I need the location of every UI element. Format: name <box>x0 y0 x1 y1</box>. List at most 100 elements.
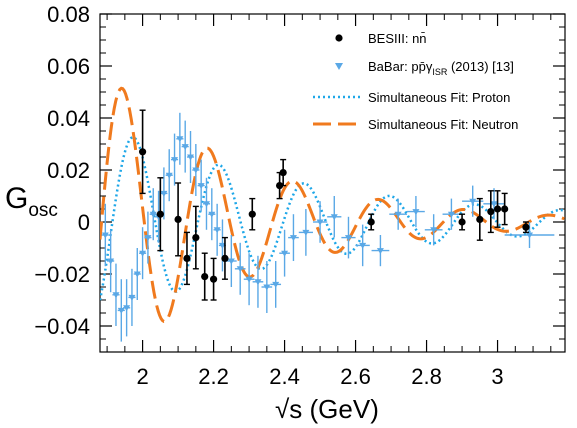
babar-point <box>107 229 115 293</box>
besiii-point <box>221 236 229 280</box>
legend-entry-besiii: BESIII: nn̄ <box>335 31 427 46</box>
babar-marker <box>160 190 168 197</box>
y-tick-label: 0 <box>78 210 90 235</box>
y-tick-label: 0.04 <box>47 106 90 131</box>
babar-point <box>504 222 555 248</box>
legend-label-besiii: BESIII: nn̄ <box>368 31 427 46</box>
babar-marker <box>192 167 200 174</box>
babar-marker <box>107 258 115 265</box>
y-tick-label: 0.02 <box>47 158 90 183</box>
babar-marker <box>430 227 438 234</box>
babar-marker <box>302 229 310 236</box>
legend-entry-neutron-fit: Simultaneous Fit: Neutron <box>313 117 518 132</box>
babar-point <box>243 253 255 306</box>
besiii-marker <box>476 215 484 223</box>
babar-point <box>149 188 157 241</box>
besiii-point <box>174 182 182 257</box>
besiii-point <box>493 190 502 228</box>
besiii-point <box>192 205 200 270</box>
babar-point <box>279 229 290 277</box>
legend-marker-babar <box>335 63 343 70</box>
babar-point <box>234 242 246 295</box>
babar-point <box>186 131 195 183</box>
x-tick-label: 2.2 <box>198 364 229 389</box>
babar-point <box>288 214 299 261</box>
babar-point <box>139 227 147 280</box>
x-tick-label: 2 <box>136 364 148 389</box>
babar-marker <box>117 307 125 314</box>
babar-marker <box>316 219 324 226</box>
babar-point <box>112 263 120 326</box>
babar-point <box>128 268 136 326</box>
besiii-points <box>138 109 530 301</box>
babar-marker <box>112 292 120 299</box>
besiii-point <box>501 192 509 226</box>
x-tick-label: 3 <box>491 364 503 389</box>
besiii-marker <box>183 254 191 262</box>
babar-marker <box>128 294 136 301</box>
x-tick-label: 2.8 <box>411 364 442 389</box>
legend-entry-babar: BaBar: pp̄γISR (2013) [13] <box>335 59 514 77</box>
legend-entry-proton-fit: Simultaneous Fit: Proton <box>313 90 510 105</box>
besiii-point <box>248 197 256 231</box>
babar-point <box>170 133 179 186</box>
babar-point <box>197 159 205 212</box>
babar-marker <box>101 232 109 239</box>
babar-marker <box>123 305 131 312</box>
besiii-point <box>487 190 495 234</box>
babar-marker <box>165 172 173 179</box>
babar-point <box>442 198 461 230</box>
babar-marker <box>133 271 141 278</box>
babar-marker <box>144 235 152 242</box>
babar-marker <box>139 250 147 257</box>
besiii-marker <box>276 182 284 190</box>
y-tick-label: −0.04 <box>34 314 90 339</box>
babar-point <box>208 188 216 241</box>
besiii-marker <box>493 205 502 213</box>
babar-marker <box>394 211 402 218</box>
babar-marker <box>213 227 221 234</box>
babar-point <box>192 144 200 196</box>
besiii-marker <box>192 234 200 242</box>
legend-label-proton: Simultaneous Fit: Proton <box>368 90 510 105</box>
babar-point <box>261 261 273 313</box>
babar-point <box>160 167 168 220</box>
babar-point <box>327 196 342 238</box>
babar-point <box>371 235 390 267</box>
babar-marker <box>254 279 262 286</box>
babar-point <box>133 248 141 300</box>
besiii-point <box>522 221 530 234</box>
besiii-point <box>156 177 164 252</box>
babar-point <box>226 235 237 287</box>
babar-marker <box>263 284 271 291</box>
besiii-marker <box>174 215 182 223</box>
babar-marker <box>202 201 210 208</box>
babar-point <box>341 216 356 259</box>
babar-point <box>252 255 264 308</box>
babar-marker <box>330 214 338 221</box>
babar-marker <box>171 157 179 164</box>
besiii-point <box>201 252 209 301</box>
x-tick-label: 2.4 <box>269 364 300 389</box>
besiii-marker <box>279 169 287 177</box>
besiii-marker <box>201 273 209 281</box>
babar-point <box>117 279 125 342</box>
legend-label-neutron: Simultaneous Fit: Neutron <box>368 117 518 132</box>
babar-marker <box>447 211 455 218</box>
babar-marker <box>376 248 384 255</box>
babar-marker <box>490 201 498 208</box>
besiii-marker <box>458 218 466 226</box>
y-tick-label: 0.06 <box>47 54 90 79</box>
babar-marker <box>236 266 244 273</box>
proton-fit-curve <box>100 135 565 301</box>
babar-point <box>270 261 282 308</box>
besiii-marker <box>367 218 375 226</box>
besiii-marker <box>501 205 509 213</box>
y-tick-label: −0.02 <box>34 262 90 287</box>
babar-point <box>298 209 313 256</box>
legend-marker-besiii <box>335 34 343 42</box>
neutron-fit-curve <box>100 86 565 323</box>
y-axis: −0.04 −0.02 0 0.02 0.04 0.06 0.08 <box>34 2 565 353</box>
babar-marker <box>359 242 367 249</box>
babar-point <box>123 279 131 337</box>
